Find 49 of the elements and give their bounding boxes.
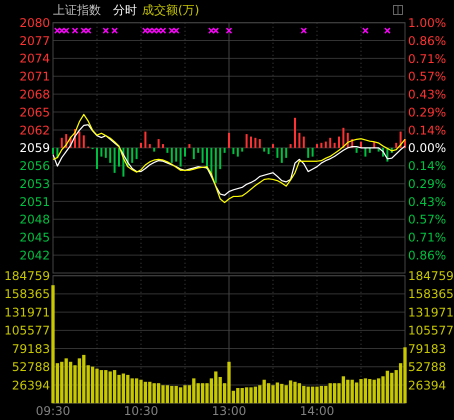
- y2-tick-label: 0.29%: [408, 176, 446, 191]
- y2-tick-label: 0.71%: [408, 52, 446, 66]
- y2-tick-label: 0.29%: [408, 105, 446, 120]
- y-tick-label: 131971: [4, 305, 50, 320]
- y2-tick-label: 0.00%: [408, 141, 446, 156]
- y2-tick-label: 26394: [408, 378, 446, 392]
- y-tick-label: 105577: [4, 324, 50, 338]
- y-tick-label: 2048: [19, 212, 50, 227]
- y2-tick-label: 0.14%: [408, 123, 446, 138]
- y2-tick-label: 0.43%: [408, 87, 446, 102]
- y2-tick-label: 79183: [408, 342, 446, 356]
- y-tick-label: 26394: [12, 378, 50, 392]
- y-tick-label: 2059: [19, 141, 50, 156]
- y-tick-label: 52788: [12, 360, 50, 374]
- y-tick-label: 2074: [19, 52, 50, 66]
- y-tick-label: 2068: [19, 87, 50, 102]
- y2-tick-label: 0.86%: [408, 34, 446, 48]
- y2-tick-label: 158365: [408, 287, 454, 302]
- y-tick-label: 2071: [19, 70, 50, 84]
- text: 成交额(万): [142, 3, 200, 17]
- y-tick-label: 2080: [19, 16, 50, 30]
- y-tick-label: 2042: [19, 248, 50, 262]
- y-tick-label: 2045: [19, 230, 50, 244]
- y2-tick-label: 0.57%: [408, 70, 446, 84]
- y-tick-label: 184759: [4, 269, 50, 284]
- y-tick-label: 2053: [19, 177, 50, 192]
- y-tick-label: 2062: [19, 123, 50, 138]
- y2-tick-label: 105577: [408, 324, 454, 338]
- y-tick-label: 158365: [4, 287, 50, 302]
- y2-tick-label: 0.57%: [408, 212, 446, 227]
- y-tick-label: 2065: [19, 105, 50, 120]
- y2-tick-label: 0.71%: [408, 230, 446, 245]
- y2-tick-label: 52788: [408, 360, 446, 374]
- chart-title: 上证指数: [53, 3, 101, 17]
- x-tick-label: 14:00: [300, 404, 334, 418]
- x-tick-label: 13:00: [212, 404, 246, 418]
- y2-tick-label: 0.86%: [408, 248, 446, 262]
- y-tick-label: 2051: [19, 194, 50, 209]
- y-tick-label: 2056: [19, 159, 50, 174]
- y2-tick-label: 0.43%: [408, 194, 446, 209]
- y2-tick-label: 0.14%: [408, 159, 446, 174]
- y2-tick-label: 131971: [408, 305, 454, 320]
- y-tick-label: 2077: [19, 34, 50, 48]
- chart-subtitle: 分时: [113, 3, 137, 17]
- y2-tick-label: 1.00%: [408, 16, 446, 30]
- x-tick-label: 10:30: [124, 404, 158, 418]
- y2-tick-label: 184759: [408, 269, 454, 284]
- x-tick-label: 09:30: [36, 404, 70, 418]
- y-tick-label: 79183: [12, 342, 50, 356]
